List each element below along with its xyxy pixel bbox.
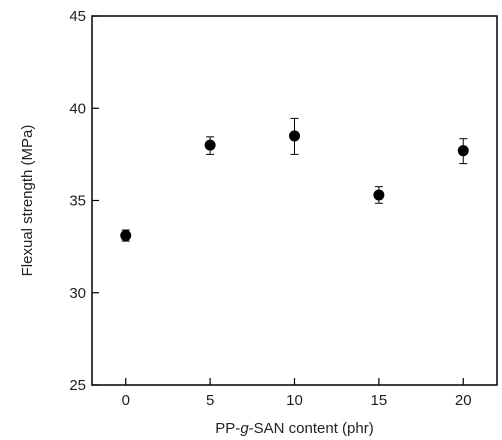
- x-axis-title-part: PP-: [215, 420, 240, 437]
- plot-area-frame: [91, 15, 498, 386]
- data-point-group: [457, 138, 469, 165]
- data-point-group: [204, 136, 216, 155]
- data-point: [373, 189, 385, 201]
- x-axis-title-part: -SAN content (phr): [249, 420, 374, 437]
- y-axis: 25 30 35 40 45: [69, 8, 99, 394]
- x-tick-label: 15: [371, 392, 388, 409]
- y-tick-label: 40: [69, 100, 86, 117]
- data-point: [289, 130, 300, 142]
- x-axis-title: PP-g-SAN content (phr): [215, 420, 373, 437]
- y-axis-title: Flexual strength (MPa): [19, 125, 36, 277]
- x-tick-label: 5: [206, 392, 214, 409]
- y-tick-label: 35: [69, 193, 86, 210]
- x-axis: 0 5 10 15 20: [122, 378, 472, 409]
- data-point-group: [289, 117, 300, 155]
- x-tick-label: 0: [122, 392, 130, 409]
- x-axis-title-italic: g: [240, 420, 249, 437]
- x-tick-label: 20: [455, 392, 472, 409]
- x-tick-label: 10: [286, 392, 303, 409]
- data-point: [457, 145, 469, 157]
- y-tick-label: 45: [69, 8, 86, 25]
- y-tick-label: 25: [69, 377, 86, 394]
- data-point: [120, 230, 132, 242]
- data-point: [204, 139, 216, 151]
- data-series: [120, 117, 469, 242]
- data-point-group: [120, 229, 132, 242]
- data-point-group: [373, 186, 385, 204]
- y-tick-label: 30: [69, 285, 86, 302]
